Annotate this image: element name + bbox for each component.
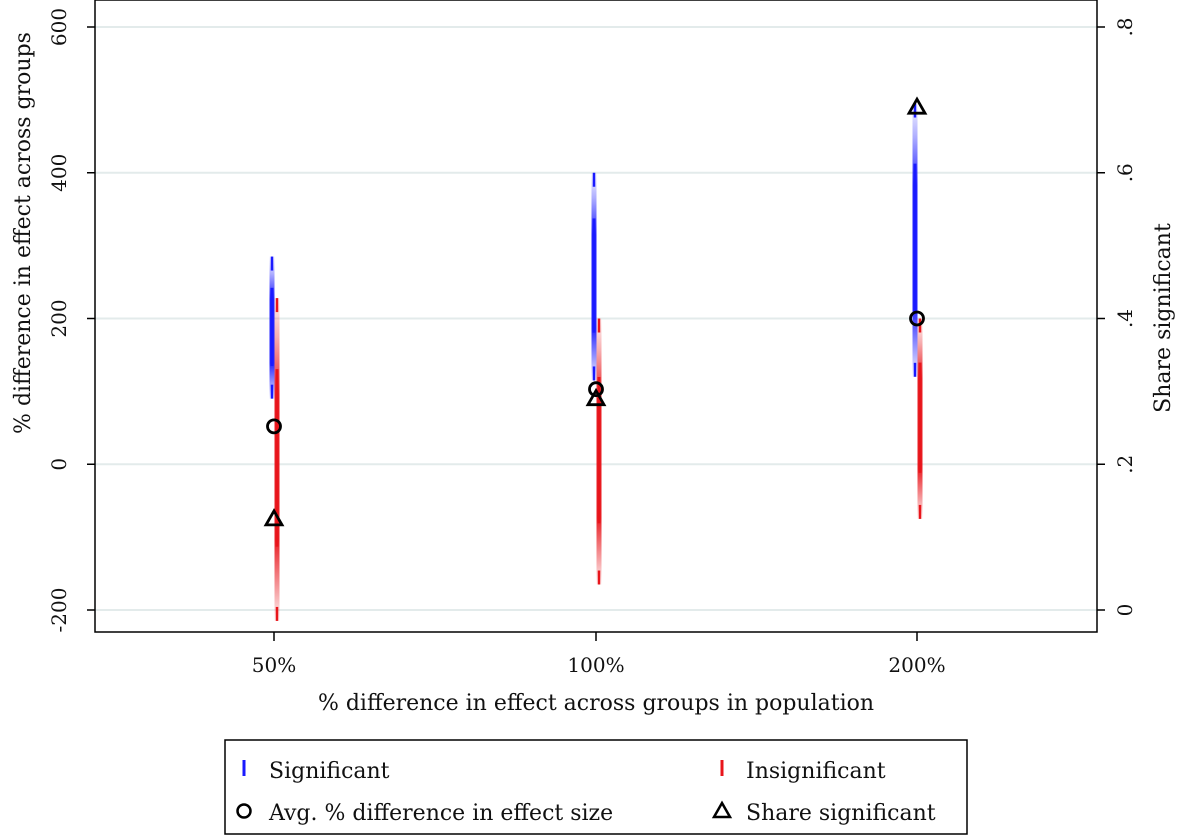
insignificant-core — [275, 369, 279, 547]
y-axis-left: -200 0 200 400 600 — [47, 8, 95, 633]
legend: Significant Insignificant Avg. % differe… — [224, 739, 968, 835]
avg-circle-point — [588, 381, 604, 398]
legend-significant-label: Significant — [269, 759, 390, 784]
significant-core — [270, 287, 274, 366]
legend-avg-label: Avg. % difference in effect size — [268, 801, 613, 826]
y2-tick-label: .2 — [1113, 455, 1137, 474]
data-marks — [263, 96, 928, 621]
y-tick-label: 200 — [47, 299, 71, 337]
y2-tick-label: .6 — [1113, 163, 1137, 182]
x-tick-label: 200% — [888, 653, 945, 677]
y-tick-label: 400 — [47, 154, 71, 192]
x-axis-title: % difference in effect across groups in … — [318, 691, 874, 716]
share-triangle-point — [263, 508, 285, 527]
y-tick-label: 600 — [47, 8, 71, 46]
x-tick-label: 50% — [252, 653, 296, 677]
legend-share-label: Share significant — [746, 801, 936, 826]
legend-circle-icon — [236, 803, 252, 819]
y-axis-right: 0 .2 .4 .6 .8 — [1097, 17, 1137, 616]
y2-axis-title: Share significant — [1151, 223, 1176, 413]
legend-insignificant-label: Insignificant — [746, 759, 886, 784]
x-axis: 50% 100% 200% — [252, 632, 946, 677]
y2-tick-label: .8 — [1113, 17, 1137, 36]
y2-tick-label: .4 — [1113, 309, 1137, 328]
y-axis-title: % difference in effect across groups — [11, 32, 36, 434]
y2-tick-label: 0 — [1113, 604, 1137, 617]
y-tick-label: 0 — [47, 458, 71, 471]
insignificant-core — [597, 377, 601, 524]
share-triangle-point — [585, 387, 607, 407]
avg-circle-point — [909, 310, 925, 327]
x-tick-label: 100% — [567, 653, 624, 677]
significant-core — [592, 218, 596, 333]
y-tick-label: -200 — [47, 588, 71, 633]
legend-box — [224, 739, 968, 835]
avg-circle-point — [266, 418, 282, 435]
insignificant-core — [918, 362, 922, 473]
legend-triangle-icon — [711, 800, 733, 819]
share-triangle-point — [906, 96, 928, 115]
significant-core — [913, 163, 917, 314]
